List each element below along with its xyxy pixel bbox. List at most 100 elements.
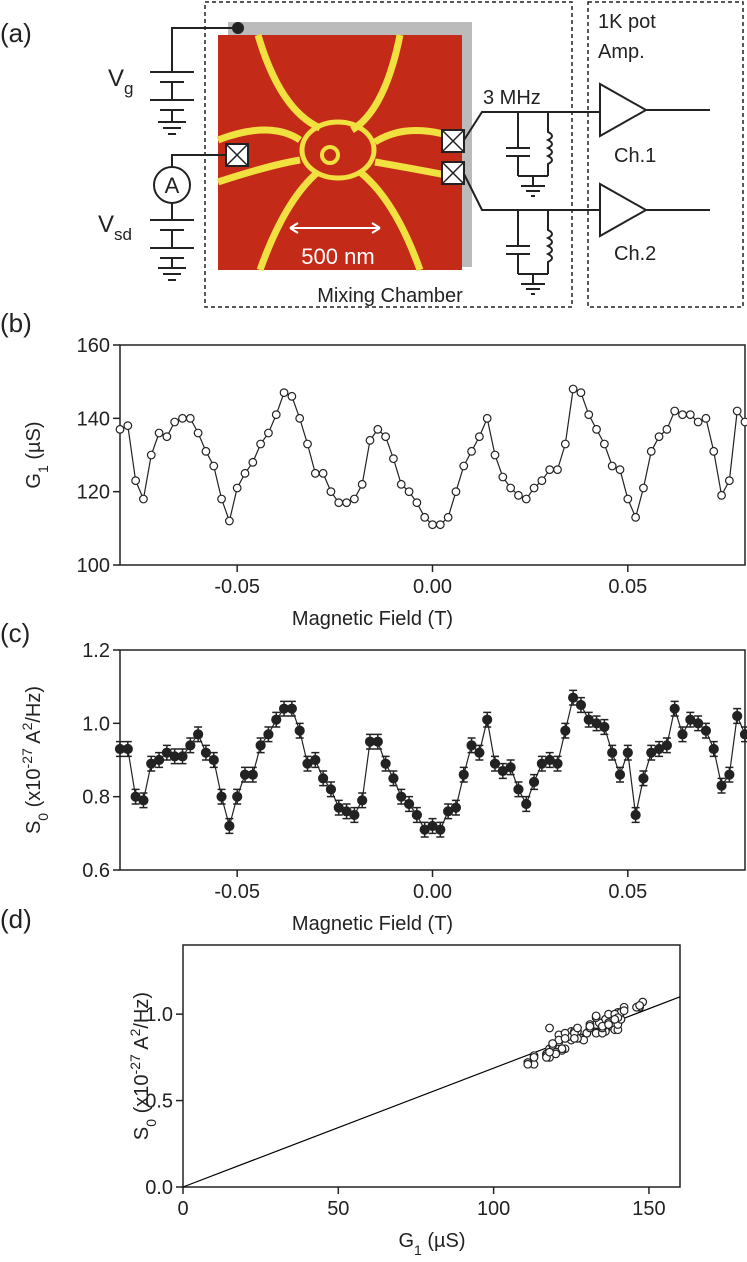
y-axis-label: S0 (x10-27 A2/Hz) [127, 992, 159, 1140]
data-point [662, 424, 672, 434]
pot-label: 1K pot [598, 11, 656, 33]
data-point [318, 773, 329, 784]
data-point [232, 791, 243, 802]
y-tick-label: 100 [77, 555, 110, 577]
ammeter [153, 166, 191, 204]
data-point [404, 487, 414, 497]
data-point [247, 769, 258, 780]
data-point [622, 747, 633, 758]
data-point [521, 494, 531, 504]
data-point [396, 791, 407, 802]
scale-label: 500 nm [301, 244, 374, 269]
text: G [398, 1230, 414, 1252]
y-axis-label: G1 (µS) [23, 421, 51, 488]
data-point [435, 520, 445, 530]
data-point [326, 487, 336, 497]
panel-label: (c) [0, 618, 30, 648]
y-tick-label: 0.6 [82, 860, 110, 882]
y-tick-label: 0.8 [82, 787, 110, 809]
data-point [435, 824, 446, 835]
data-point [560, 725, 571, 736]
text: (x10 [131, 1074, 153, 1118]
data-point [700, 725, 712, 736]
data-point [506, 483, 516, 493]
y-tick-label: 1.0 [82, 713, 110, 735]
data-point [708, 743, 719, 755]
data-point [185, 740, 196, 751]
data-point [732, 710, 743, 722]
data-point [654, 432, 664, 442]
data-point [115, 424, 125, 434]
data-point [614, 769, 626, 780]
data-point [545, 1023, 554, 1033]
data-point [661, 740, 672, 751]
data-point [420, 512, 430, 522]
data-point [224, 516, 234, 526]
data-point [474, 747, 485, 758]
data-point [146, 450, 156, 460]
data-point [716, 780, 727, 791]
data-point [709, 446, 719, 456]
data-point [458, 769, 469, 780]
filter [506, 112, 553, 197]
data-point [349, 809, 360, 821]
data-point [467, 446, 476, 456]
text: A [131, 1036, 153, 1054]
data-point [548, 1039, 558, 1048]
vsd-label: Vsd [98, 211, 132, 244]
data-point [248, 457, 258, 467]
x-axis-label: Magnetic Field (T) [292, 608, 453, 630]
data-point [537, 476, 547, 486]
data-point [615, 465, 625, 475]
data-point [693, 417, 703, 427]
text: /Hz) [23, 686, 45, 723]
text: -27 [127, 1054, 143, 1074]
data-point [412, 498, 422, 508]
data-point [677, 729, 688, 740]
data-point [256, 439, 266, 449]
data-point [545, 1047, 554, 1057]
data-point [263, 729, 274, 740]
data-point [717, 490, 726, 500]
panel-label: (b) [0, 308, 32, 338]
x-axis-label: Magnetic Field (T) [292, 913, 453, 935]
data-point [584, 410, 594, 420]
data-point [678, 410, 687, 420]
data-point [403, 798, 415, 810]
data-point [599, 439, 609, 449]
data-point [450, 802, 462, 813]
filter [506, 210, 553, 295]
data-point [240, 468, 250, 478]
data-point [646, 446, 656, 456]
data-point [529, 1052, 539, 1062]
data-point [443, 512, 453, 522]
data-point [576, 388, 586, 398]
data-point [139, 494, 148, 504]
text: 2 [127, 1028, 143, 1036]
data-point [573, 1023, 582, 1033]
y-tick-label: 0.5 [145, 1091, 173, 1113]
data-point [607, 747, 618, 758]
data-point [303, 439, 312, 449]
data-point [623, 494, 633, 504]
data-point [310, 468, 320, 478]
data-point [131, 476, 141, 486]
data-point [568, 692, 579, 703]
x-tick-label: 50 [327, 1198, 349, 1220]
data-point [217, 494, 226, 504]
data-point [264, 428, 273, 438]
data-point [701, 413, 711, 423]
data-point [349, 494, 359, 504]
data-point [193, 428, 203, 438]
data-point [357, 795, 368, 806]
data-point [489, 758, 501, 769]
data-point [529, 483, 539, 493]
panel-label: (a) [0, 18, 32, 48]
panel-label: (d) [0, 904, 32, 934]
text: g [124, 79, 133, 98]
data-point [154, 428, 164, 438]
amplifier [599, 82, 710, 238]
data-point [740, 417, 747, 427]
data-point [514, 490, 523, 500]
